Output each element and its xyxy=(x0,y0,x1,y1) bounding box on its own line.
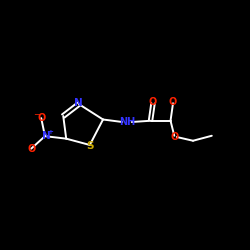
Text: N: N xyxy=(74,98,83,108)
Text: N: N xyxy=(42,131,50,141)
Text: O: O xyxy=(27,144,35,154)
Text: −: − xyxy=(33,110,40,119)
Text: O: O xyxy=(149,97,157,107)
Text: S: S xyxy=(86,141,94,151)
Text: +: + xyxy=(48,129,54,135)
Text: O: O xyxy=(37,113,45,123)
Text: NH: NH xyxy=(119,117,135,127)
Text: O: O xyxy=(170,132,178,142)
Text: O: O xyxy=(169,97,177,107)
